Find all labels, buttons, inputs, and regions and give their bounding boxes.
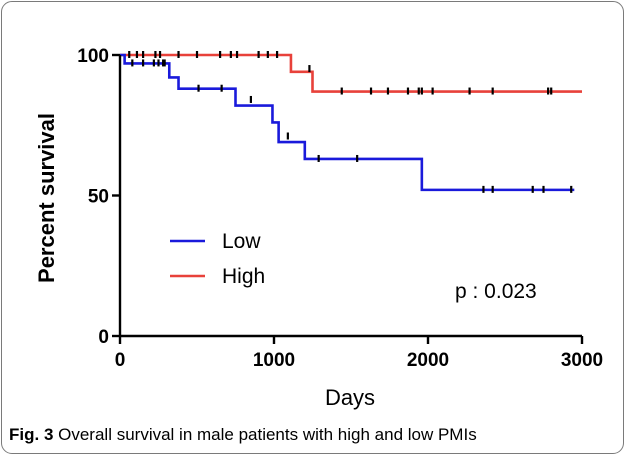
- data-layer: [120, 51, 582, 193]
- p-value-annotation: p : 0.023: [455, 280, 537, 303]
- figure-caption: Fig. 3 Overall survival in male patients…: [9, 425, 477, 445]
- x-tick-label: 2000: [407, 350, 449, 371]
- caption-text: Overall survival in male patients with h…: [53, 425, 477, 444]
- caption-label: Fig. 3: [9, 425, 54, 444]
- legend: Low High: [170, 230, 265, 288]
- y-tick-label: 0: [98, 327, 109, 348]
- x-tick-label: 0: [115, 350, 126, 371]
- y-tick-label: 50: [88, 187, 109, 208]
- text-layer: Days Percent survival p : 0.023: [34, 113, 537, 410]
- series-high-line: [120, 53, 582, 93]
- y-axis-label: Percent survival: [34, 113, 59, 283]
- x-tick-label: 1000: [253, 350, 295, 371]
- legend-label-high: High: [222, 265, 265, 288]
- legend-label-low: Low: [222, 230, 261, 253]
- x-tick-label: 3000: [561, 350, 603, 371]
- x-axis-label: Days: [325, 385, 375, 410]
- y-tick-label: 100: [77, 46, 109, 67]
- series-low-line: [120, 53, 575, 192]
